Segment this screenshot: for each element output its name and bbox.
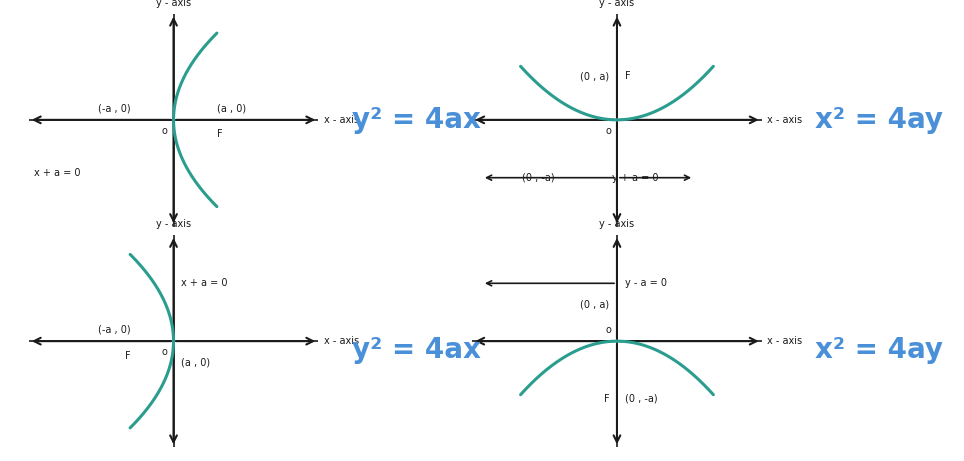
- Text: F: F: [124, 351, 130, 361]
- Text: x - axis: x - axis: [324, 115, 359, 125]
- Text: x² = 4ay: x² = 4ay: [815, 106, 943, 134]
- Text: F: F: [603, 394, 609, 404]
- Text: F: F: [625, 71, 630, 82]
- Text: (0 , -a): (0 , -a): [522, 173, 554, 183]
- Text: y - a = 0: y - a = 0: [625, 278, 667, 288]
- Text: y - axis: y - axis: [156, 0, 191, 8]
- Text: (a , 0): (a , 0): [181, 357, 210, 367]
- Text: y + a = 0: y + a = 0: [612, 173, 658, 183]
- Text: F: F: [217, 130, 223, 140]
- Text: (-a , 0): (-a , 0): [97, 103, 130, 113]
- Text: (-a , 0): (-a , 0): [97, 325, 130, 334]
- Text: (0 , -a): (0 , -a): [625, 394, 657, 404]
- Text: (0 , a): (0 , a): [580, 71, 609, 82]
- Text: y² = 4ax: y² = 4ax: [352, 337, 481, 364]
- Text: (0 , a): (0 , a): [580, 300, 609, 309]
- Text: o: o: [605, 126, 611, 136]
- Text: x - axis: x - axis: [767, 336, 802, 346]
- Text: y - axis: y - axis: [600, 0, 634, 8]
- Text: o: o: [605, 325, 611, 335]
- Text: x - axis: x - axis: [324, 336, 359, 346]
- Text: x² = 4ay: x² = 4ay: [815, 337, 943, 364]
- Text: o: o: [162, 347, 168, 357]
- Text: y - axis: y - axis: [600, 219, 634, 229]
- Text: y - axis: y - axis: [156, 219, 191, 229]
- Text: y² = 4ax: y² = 4ax: [352, 106, 481, 134]
- Text: x - axis: x - axis: [767, 115, 802, 125]
- Text: x + a = 0: x + a = 0: [34, 168, 80, 178]
- Text: (a , 0): (a , 0): [217, 103, 246, 113]
- Text: o: o: [162, 126, 168, 136]
- Text: x + a = 0: x + a = 0: [181, 278, 228, 288]
